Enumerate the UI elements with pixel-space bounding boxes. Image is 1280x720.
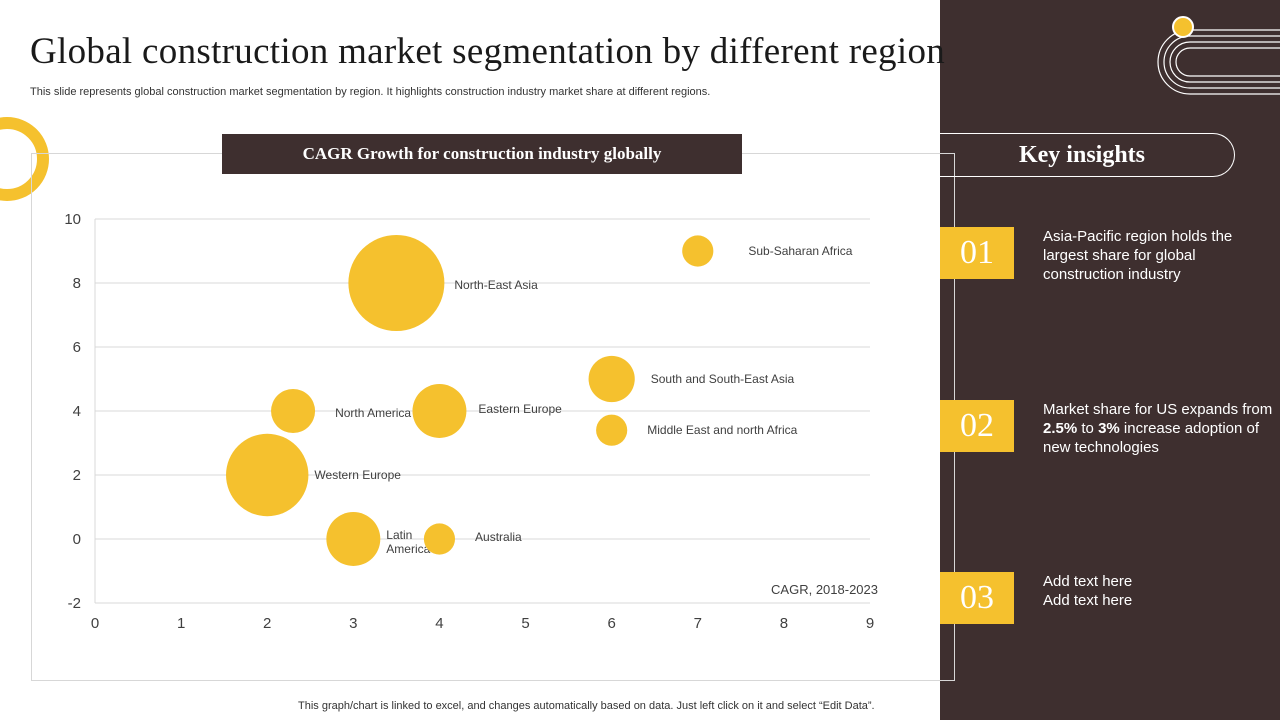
bubble [588,355,635,403]
x-tick-label: 8 [780,615,788,632]
page-title: Global construction market segmentation … [30,31,946,72]
bubble [596,414,628,446]
y-tick-label: 10 [64,211,81,228]
data-label: South and South-East Asia [651,372,795,386]
insight-number-badge: 01 [940,227,1014,279]
chart-title: CAGR Growth for construction industry gl… [222,134,742,174]
bubble-chart[interactable]: -2 0 2 4 6 8 10 0 1 2 3 4 5 6 7 8 9 Sub-Saharan Africa Nor… [0,0,940,700]
x-tick-label: 1 [177,615,185,632]
bubble [412,384,467,438]
y-tick-label: 6 [73,339,81,356]
data-label: North America [335,406,411,420]
data-label: Western Europe [314,468,401,482]
bubble [226,433,309,517]
x-tick-label: 3 [349,615,357,632]
page-subtitle: This slide represents global constructio… [30,86,711,98]
insight-text-line: Add text here [1043,573,1133,590]
x-tick-label: 4 [435,615,443,632]
insight-text: Market share for US expands from 2.5% to… [1043,400,1273,457]
insight-item-3: 03 Add text here Add text here [940,572,1280,626]
bubble [348,235,445,331]
key-insights-header: Key insights [940,133,1235,177]
x-tick-label: 2 [263,615,271,632]
x-tick-label: 0 [91,615,99,632]
insight-item-2: 02 Market share for US expands from 2.5%… [940,400,1280,457]
insight-text-part: increase adoption of new technologies [1043,420,1260,456]
insight-text: Asia-Pacific region holds the largest sh… [1043,228,1233,283]
chart-footnote: This graph/chart is linked to excel, and… [298,700,875,712]
x-tick-label: 7 [694,615,702,632]
y-tick-label: 0 [73,531,81,548]
y-tick-label: 8 [73,275,81,292]
insight-bold-value: 2.5% [1043,420,1078,437]
y-tick-label: -2 [68,595,81,612]
insight-number-badge: 03 [940,572,1014,624]
bubble [271,388,316,434]
bubble [682,235,714,267]
data-label: Middle East and north Africa [647,423,797,437]
data-label: Australia [475,530,522,544]
chart-annotation: CAGR, 2018-2023 [771,582,878,597]
data-label: North-East Asia [454,278,538,292]
x-tick-label: 5 [521,615,529,632]
y-tick-label: 4 [73,403,81,420]
data-label: Eastern Europe [478,402,562,416]
insight-bold-value: 3% [1098,420,1120,437]
insight-text-line: Add text here [1043,592,1133,609]
decorative-arcs-icon [1157,16,1280,95]
data-label: Sub-Saharan Africa [748,244,852,258]
data-label: Latin America [386,528,430,556]
insight-text-part: Market share for US expands from [1043,401,1273,418]
x-tick-label: 9 [866,615,874,632]
bubble [423,523,456,555]
insight-text: Add text here Add text here [1043,572,1273,610]
x-tick-label: 6 [607,615,615,632]
bubble [326,512,381,566]
insight-item-1: 01 Asia-Pacific region holds the largest… [940,227,1280,283]
insight-text-part: to [1077,420,1099,437]
insight-number-badge: 02 [940,400,1014,452]
y-tick-label: 2 [73,467,81,484]
